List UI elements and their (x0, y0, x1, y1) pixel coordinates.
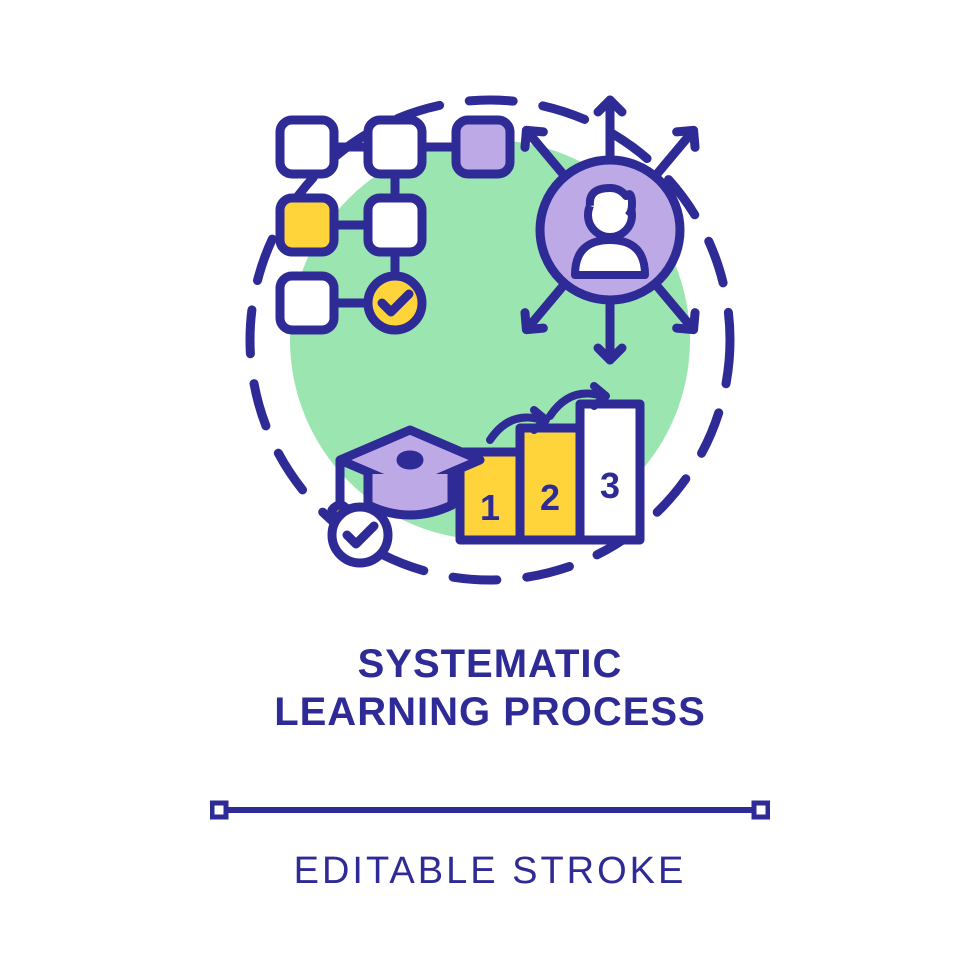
title-line-2: LEARNING PROCESS (0, 688, 980, 736)
infographic-canvas: 1 2 3 SYSTEMATIC LEARNING PROCESS (0, 0, 980, 980)
footer-text: EDITABLE STROKE (0, 850, 980, 893)
step-label-1: 1 (480, 487, 500, 528)
divider (210, 800, 770, 820)
title: SYSTEMATIC LEARNING PROCESS (0, 640, 980, 736)
concept-illustration: 1 2 3 (230, 80, 750, 600)
step-label-2: 2 (540, 477, 560, 518)
step-label-3: 3 (600, 465, 620, 506)
title-line-1: SYSTEMATIC (0, 640, 980, 688)
